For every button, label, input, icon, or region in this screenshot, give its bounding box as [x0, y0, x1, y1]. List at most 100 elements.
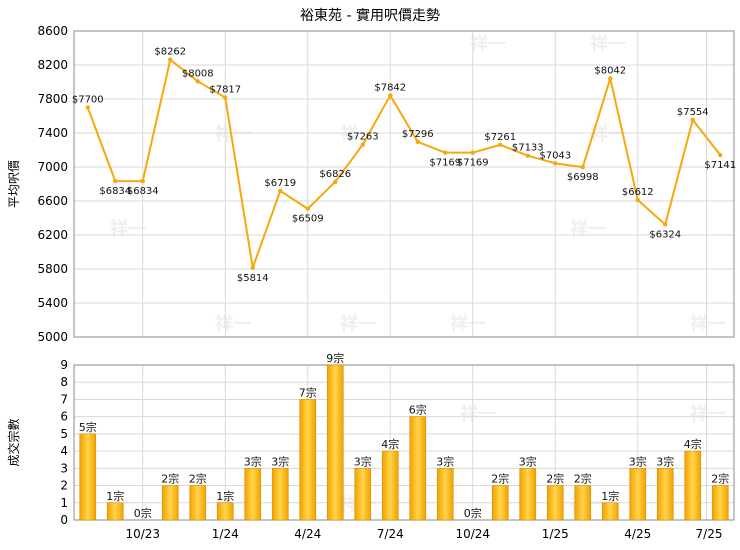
price-data-label: $7169	[429, 158, 461, 169]
chart-title: 裕東苑 - 實用呎價走勢	[300, 7, 440, 24]
y-tick-label: 7	[60, 392, 68, 406]
transaction-bar	[546, 485, 564, 521]
transaction-bar	[216, 502, 234, 521]
transaction-bar	[491, 485, 509, 521]
price-point	[113, 178, 118, 184]
bar-data-label: 1宗	[601, 489, 619, 503]
y-tick-label: 0	[60, 513, 68, 527]
y-tick-label: 9	[60, 358, 68, 372]
bar-data-label: 7宗	[299, 385, 317, 399]
y-tick-label: 2	[60, 479, 68, 493]
watermark-text: 祥一	[570, 218, 606, 240]
bar-data-label: 2宗	[189, 472, 207, 486]
y-tick-label: 5800	[37, 262, 68, 276]
transaction-bar	[574, 485, 592, 521]
price-data-label: $6719	[264, 178, 296, 189]
watermark-text: 祥一	[690, 403, 726, 425]
price-point	[635, 197, 640, 203]
price-data-label: $7296	[402, 129, 434, 140]
bar-data-label: 6宗	[409, 403, 427, 417]
watermark-text: 祥一	[450, 313, 486, 335]
price-data-label: $7554	[677, 107, 709, 118]
price-point	[305, 206, 310, 211]
transaction-bar	[436, 468, 454, 521]
price-data-label: $6324	[649, 229, 681, 240]
bar-data-label: 1宗	[106, 489, 124, 503]
watermark-text: 祥一	[460, 403, 496, 425]
transaction-bar	[711, 485, 729, 521]
line-plot-frame	[73, 30, 735, 338]
bar-data-label: 4宗	[684, 437, 702, 451]
bar-data-label: 1宗	[216, 489, 234, 503]
price-point	[360, 142, 365, 147]
price-point	[415, 139, 420, 145]
bar-data-label: 2宗	[546, 472, 564, 486]
x-tick-label: 4/24	[294, 527, 321, 541]
price-data-label: $8008	[182, 68, 214, 79]
bar-plot-frame	[73, 364, 735, 521]
bar-data-label: 2宗	[574, 472, 592, 486]
y-tick-label: 4	[60, 444, 68, 458]
price-data-label: $6998	[567, 172, 599, 183]
x-tick-label: 10/24	[455, 527, 490, 541]
price-data-label: $8262	[154, 47, 186, 58]
price-data-label: $7700	[72, 95, 104, 106]
bar-data-label: 3宗	[354, 454, 372, 468]
y-tick-label: 7000	[37, 160, 68, 174]
bar-data-label: 3宗	[656, 454, 674, 468]
watermark-text: 祥一	[340, 313, 376, 335]
watermark-text: 祥一	[215, 123, 251, 145]
y-tick-label: 8600	[37, 24, 68, 38]
price-point	[278, 188, 283, 194]
transaction-bar	[106, 502, 124, 521]
transaction-bar-chart: 祥一祥一祥一祥一祥一012345678910/231/244/247/2410/…	[6, 351, 735, 541]
price-data-label: $6612	[622, 187, 654, 198]
price-data-label: $6509	[292, 214, 324, 225]
price-point	[553, 161, 558, 166]
transaction-bar	[629, 468, 647, 521]
x-tick-label: 7/24	[377, 527, 404, 541]
transaction-bar	[656, 468, 674, 521]
bar-data-label: 4宗	[381, 437, 399, 451]
bar-y-axis-title: 成交宗數	[6, 418, 21, 466]
watermark-text: 祥一	[215, 313, 251, 335]
y-tick-label: 6200	[37, 228, 68, 242]
price-data-label: $7261	[484, 132, 516, 143]
transaction-bar	[326, 364, 344, 521]
transaction-bar	[79, 433, 97, 521]
bar-data-label: 3宗	[271, 454, 289, 468]
price-point	[470, 150, 475, 155]
price-data-label: $6834	[127, 186, 159, 197]
transaction-bar	[601, 502, 619, 521]
bar-data-label: 3宗	[244, 454, 262, 468]
y-tick-label: 8200	[37, 58, 68, 72]
transaction-bar	[381, 450, 399, 521]
price-data-label: $7263	[347, 132, 379, 143]
y-tick-label: 5400	[37, 296, 68, 310]
y-tick-label: 5000	[37, 330, 68, 344]
watermark-text: 祥一	[590, 33, 626, 55]
price-data-label: $7169	[457, 158, 489, 169]
watermark-text: 祥一	[470, 33, 506, 55]
transaction-bar	[161, 485, 179, 521]
watermark-text: 祥一	[590, 123, 626, 145]
price-point	[140, 178, 145, 184]
y-tick-label: 1	[60, 496, 68, 510]
price-point	[443, 150, 448, 155]
price-data-label: $6826	[319, 169, 351, 180]
price-data-label: $7133	[512, 143, 544, 154]
bar-data-label: 9宗	[326, 351, 344, 365]
bar-data-label: 0宗	[464, 506, 482, 520]
bar-data-label: 3宗	[519, 454, 537, 468]
price-data-label: $7817	[209, 85, 241, 96]
price-point	[718, 152, 723, 158]
x-tick-label: 10/23	[125, 527, 160, 541]
x-tick-label: 7/25	[696, 527, 723, 541]
price-line	[86, 58, 722, 269]
transaction-bar	[244, 468, 262, 521]
price-data-label: $8042	[594, 65, 626, 76]
watermark-text: 祥一	[690, 313, 726, 335]
